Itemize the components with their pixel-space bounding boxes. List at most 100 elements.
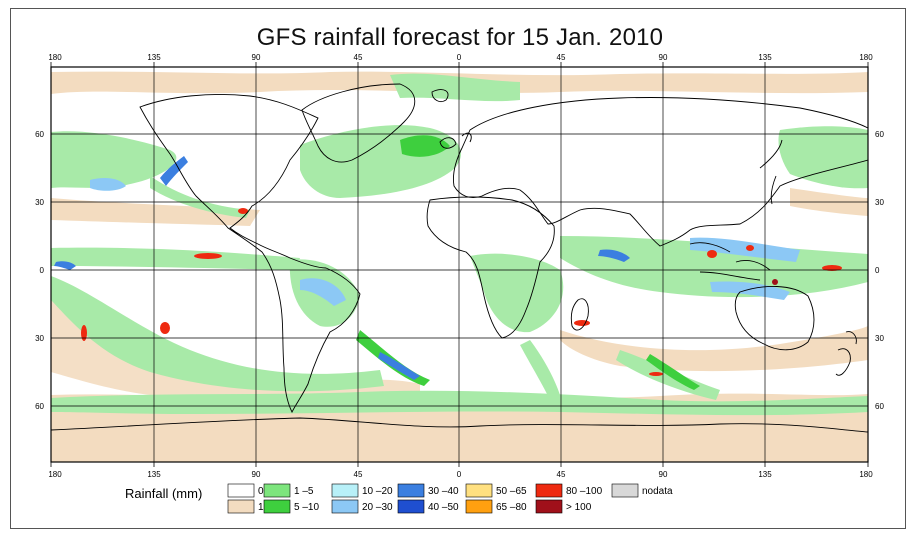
rain-core-red-9: [822, 265, 842, 271]
legend: Rainfall (mm) 0 1 1 –5 5 –10 10 –20 20 –…: [125, 483, 673, 514]
legend-title: Rainfall (mm): [125, 486, 202, 501]
map-border: [50, 66, 869, 463]
rain-core-pacific-1: [90, 178, 126, 191]
bottom-lon-label: 90: [252, 470, 261, 479]
top-lon-label: 90: [252, 53, 261, 62]
top-lon-label: 90: [659, 53, 668, 62]
top-lon-label: 0: [457, 53, 462, 62]
legend-swatch-8: [465, 483, 493, 498]
legend-label-12: nodata: [642, 486, 673, 497]
tick-marks: [50, 62, 869, 467]
bottom-lon-label: 135: [758, 470, 772, 479]
rain-core-red-8: [746, 245, 754, 251]
rain-band-south-pacific: [51, 300, 420, 402]
rain-band-agulhas: [520, 340, 560, 396]
bottom-lon-label: 45: [557, 470, 566, 479]
rain-core-south-atlantic: [378, 352, 420, 380]
legend-label-3: 5 –10: [294, 502, 319, 513]
left-lat-labels: 60 30 0 30 60: [35, 130, 44, 411]
top-lon-labels: 180 135 90 45 0 45 90 135 180: [48, 53, 873, 62]
legend-label-11: > 100: [566, 502, 592, 513]
rain-core-red-3: [160, 322, 170, 334]
antarctica-coastline: [51, 417, 868, 433]
rain-band-subtropical-jet: [150, 176, 250, 218]
top-lon-label: 45: [557, 53, 566, 62]
top-lon-label: 180: [48, 53, 62, 62]
americas-coastline: [139, 94, 361, 414]
legend-swatch-12: [611, 483, 639, 498]
bottom-lon-label: 180: [859, 470, 873, 479]
rain-band-southern-storm-track: [51, 390, 868, 416]
right-lat-label: 60: [875, 130, 884, 139]
legend-swatch-6: [397, 483, 425, 498]
rain-core-darkred-1: [772, 279, 778, 285]
legend-label-8: 50 –65: [496, 486, 527, 497]
australia-coastline: [734, 285, 815, 351]
rain-band-spcz: [51, 276, 384, 392]
rain-band-greenland-sea: [390, 73, 520, 102]
left-lat-label: 0: [40, 266, 45, 275]
rain-core-east-pacific: [54, 261, 76, 270]
bottom-lon-label: 0: [457, 470, 462, 479]
legend-swatch-7: [397, 499, 425, 514]
legend-label-2: 1 –5: [294, 486, 314, 497]
bottom-lon-label: 45: [354, 470, 363, 479]
rain-core-red-5: [574, 320, 590, 326]
legend-swatch-0: [227, 483, 255, 498]
rain-core-red-7: [707, 250, 717, 258]
rain-core-red-4: [81, 325, 87, 341]
legend-swatch-3: [263, 499, 291, 514]
left-lat-label: 60: [35, 402, 44, 411]
right-lat-label: 60: [875, 402, 884, 411]
rain-core-amazon: [300, 278, 346, 306]
top-lon-label: 45: [354, 53, 363, 62]
legend-swatch-5: [331, 499, 359, 514]
top-lon-label: 180: [859, 53, 873, 62]
right-lat-label: 30: [875, 198, 884, 207]
legend-label-5: 20 –30: [362, 502, 393, 513]
left-lat-label: 30: [35, 334, 44, 343]
legend-swatch-2: [263, 483, 291, 498]
top-lon-label: 135: [147, 53, 161, 62]
rain-core-red-2: [238, 208, 248, 214]
bottom-lon-labels: 180 135 90 45 0 45 90 135 180: [48, 470, 873, 479]
legend-label-1: 1: [258, 502, 264, 513]
legend-swatch-11: [535, 499, 563, 514]
indonesia-coastline: [689, 242, 771, 281]
figure-frame: [10, 8, 906, 529]
rain-band-iceland-low: [400, 135, 450, 157]
rain-core-red-6: [649, 372, 663, 376]
map-title: GFS rainfall forecast for 15 Jan. 2010: [256, 24, 664, 51]
legend-swatch-10: [535, 483, 563, 498]
right-lat-labels: 60 30 0 30 60: [875, 130, 884, 411]
legend-swatch-4: [331, 483, 359, 498]
graticule: [51, 67, 868, 462]
rain-band-indian-front-core: [646, 354, 700, 390]
top-lon-label: 135: [758, 53, 772, 62]
coastlines: [51, 83, 868, 433]
bottom-lon-label: 180: [48, 470, 62, 479]
rainfall-field: [51, 71, 868, 462]
madagascar-coastline: [570, 298, 589, 331]
left-lat-label: 60: [35, 130, 44, 139]
legend-label-7: 40 –50: [428, 502, 459, 513]
rain-core-maritime-continent: [690, 237, 800, 262]
left-lat-label: 30: [35, 198, 44, 207]
legend-label-10: 80 –100: [566, 486, 603, 497]
rain-band-itcz-east-pacific: [51, 247, 300, 270]
rain-band-north-pacific-trade: [51, 198, 260, 226]
legend-label-9: 65 –80: [496, 502, 527, 513]
bottom-lon-label: 90: [659, 470, 668, 479]
legend-label-0: 0: [258, 486, 264, 497]
right-lat-label: 30: [875, 334, 884, 343]
rain-band-nw-pacific: [778, 126, 868, 189]
africa-coastline: [426, 196, 555, 339]
eurasia-coastline: [453, 97, 868, 247]
bottom-lon-label: 135: [147, 470, 161, 479]
iceland-coastline: [431, 89, 449, 103]
rain-band-north-pacific-storm: [51, 131, 177, 188]
greenland-coastline: [301, 83, 416, 163]
rain-band-africa: [470, 253, 564, 333]
legend-swatch-1: [227, 499, 255, 514]
